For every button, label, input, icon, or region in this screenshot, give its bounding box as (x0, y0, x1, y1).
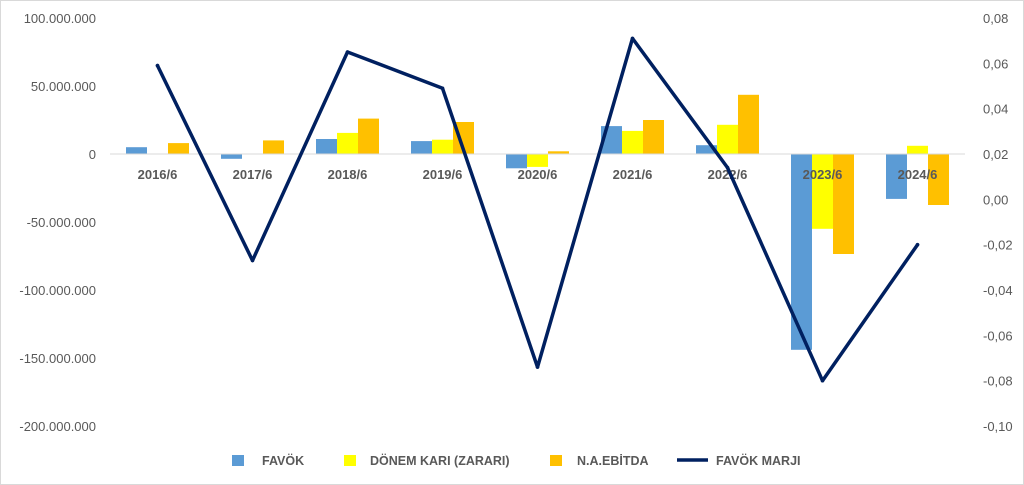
legend-swatch-favok (232, 455, 244, 466)
legend-label-favok: FAVÖK (262, 453, 304, 468)
y-left-tick-label: 0 (89, 147, 96, 162)
y-left-tick-label: -150.000.000 (19, 351, 96, 366)
y-right-tick-label: -0,06 (983, 328, 1013, 343)
bar-favok-2017-6 (221, 154, 242, 159)
bar-favok-2020-6 (506, 154, 527, 169)
bar-donem-kari-zarari-2022-6 (717, 124, 738, 154)
point-favok-marji-2022-6 (725, 165, 730, 170)
x-tick-label-2024-6: 2024/6 (898, 167, 938, 182)
bar-n-a-ebitda-2023-6 (833, 154, 854, 254)
legend-label-donem-kari-zarari: DÖNEM KARI (ZARARI) (370, 453, 510, 468)
point-favok-marji-2018-6 (345, 50, 350, 54)
y-right-tick-label: 0,04 (983, 102, 1008, 117)
bar-n-a-ebitda-2024-6 (928, 154, 949, 205)
x-tick-label-2022-6: 2022/6 (708, 167, 748, 182)
bar-favok-2024-6 (886, 154, 907, 199)
bar-favok-2023-6 (791, 154, 812, 350)
legend-swatch-donem-kari-zarari (344, 455, 356, 466)
y-right-tick-label: 0,02 (983, 147, 1008, 162)
y-right-tick-label: 0,06 (983, 56, 1008, 71)
axis-layer: 100.000.000 50.000.000 0 -50.000.000 -100.00… (19, 11, 1012, 434)
bar-favok-2022-6 (696, 145, 717, 154)
point-favok-marji-2019-6 (440, 86, 445, 91)
y-right-tick-label: -0,10 (983, 419, 1013, 434)
bar-donem-kari-zarari-2021-6 (622, 130, 643, 154)
bar-layer (126, 94, 949, 350)
legend-item-donem-kari-zarari: DÖNEM KARI (ZARARI) (344, 453, 510, 468)
point-favok-marji-2021-6 (630, 36, 635, 41)
bar-donem-kari-zarari-2019-6 (432, 139, 453, 154)
y-left-tick-label: -100.000.000 (19, 283, 96, 298)
bar-n-a-ebitda-2018-6 (358, 118, 379, 154)
y-left-tick-label: 50.000.000 (31, 79, 96, 94)
x-tick-label-2023-6: 2023/6 (803, 167, 843, 182)
bar-n-a-ebitda-2020-6 (548, 151, 569, 154)
legend: FAVÖK DÖNEM KARI (ZARARI) N.A.EBİTDA FAV… (232, 453, 801, 468)
bar-n-a-ebitda-2021-6 (643, 120, 664, 154)
y-right-tick-label: 0,00 (983, 192, 1008, 207)
point-favok-marji-2023-6 (820, 378, 825, 383)
y-right-tick-label: 0,08 (983, 11, 1008, 26)
y-right-tick-label: -0,04 (983, 283, 1013, 298)
bar-favok-2016-6 (126, 147, 147, 154)
category-labels: 2016/6 2017/6 2018/6 2019/6 2020/6 2021/6 2022… (138, 167, 938, 182)
legend-item-favok-marji: FAVÖK MARJI (677, 453, 801, 468)
bar-donem-kari-zarari-2018-6 (337, 132, 358, 154)
y-left-tick-label: -50.000.000 (27, 215, 96, 230)
bar-n-a-ebitda-2016-6 (168, 143, 189, 154)
legend-label-na-ebitda: N.A.EBİTDA (577, 453, 649, 468)
line-layer (155, 36, 920, 383)
y-left-tick-label: 100.000.000 (24, 11, 96, 26)
point-favok-marji-2024-6 (915, 242, 920, 247)
y-left-tick-label: -200.000.000 (19, 419, 96, 434)
bar-favok-2018-6 (316, 139, 337, 154)
legend-item-favok: FAVÖK (232, 453, 304, 468)
legend-item-na-ebitda: N.A.EBİTDA (550, 453, 649, 468)
bar-favok-2019-6 (411, 141, 432, 154)
bar-donem-kari-zarari-2020-6 (527, 154, 548, 167)
bar-donem-kari-zarari-2023-6 (812, 154, 833, 229)
x-tick-label-2020-6: 2020/6 (518, 167, 558, 182)
x-tick-label-2021-6: 2021/6 (613, 167, 653, 182)
point-favok-marji-2020-6 (535, 365, 540, 369)
x-tick-label-2019-6: 2019/6 (423, 167, 463, 182)
bar-n-a-ebitda-2022-6 (738, 94, 759, 154)
x-tick-label-2016-6: 2016/6 (138, 167, 178, 182)
y-right-tick-label: -0,08 (983, 374, 1013, 389)
x-tick-label-2017-6: 2017/6 (233, 167, 273, 182)
legend-swatch-na-ebitda (550, 455, 562, 466)
bar-donem-kari-zarari-2024-6 (907, 145, 928, 154)
point-favok-marji-2017-6 (250, 258, 255, 263)
bar-n-a-ebitda-2017-6 (263, 140, 284, 154)
legend-label-favok-marji: FAVÖK MARJI (716, 453, 801, 468)
y-right-tick-label: -0,02 (983, 238, 1013, 253)
x-tick-label-2018-6: 2018/6 (328, 167, 368, 182)
point-favok-marji-2016-6 (155, 63, 160, 68)
